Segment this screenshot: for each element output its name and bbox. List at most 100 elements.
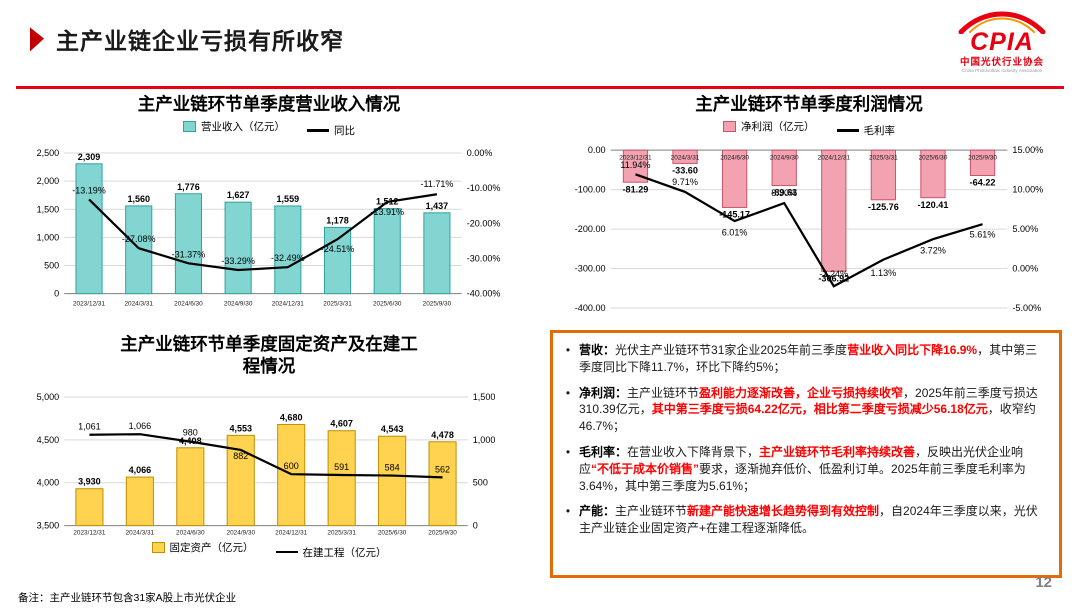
bullet-text: 营收：光伏主产业链环节31家企业2025年前三季度营业收入同比下降16.9%，其… xyxy=(579,342,1047,376)
line-label: 562 xyxy=(435,464,450,474)
legend-label: 固定资产（亿元） xyxy=(169,542,254,555)
bullet-marker: • xyxy=(565,343,571,357)
bullet-text: 产能：主产业链环节新建产能快速增长趋势得到有效控制，自2024年三季度以来，光伏… xyxy=(579,503,1047,537)
right-axis-tick: 10.00% xyxy=(1012,185,1043,195)
bar xyxy=(323,226,352,294)
bar xyxy=(224,201,252,294)
right-axis-tick: 0 xyxy=(473,520,478,530)
category-label: 2023/12/31 xyxy=(619,154,652,161)
category-label: 2024/6/30 xyxy=(720,154,749,161)
bar-label: -33.60 xyxy=(672,165,698,175)
bar-label: 1,560 xyxy=(127,194,150,204)
left-axis-tick: 3,500 xyxy=(37,520,60,530)
legend-item: 同比 xyxy=(307,123,355,138)
legend-item: 净利润（亿元） xyxy=(723,119,815,134)
left-axis-tick: -200.00 xyxy=(575,224,606,234)
bar xyxy=(174,193,202,294)
page-title: 主产业链企业亏损有所收窄 xyxy=(56,28,344,54)
category-label: 2024/6/30 xyxy=(176,529,205,536)
bar xyxy=(428,441,457,526)
category-label: 2024/9/30 xyxy=(770,154,799,161)
bar xyxy=(771,149,797,186)
bullet-text: 毛利率：在营业收入下降背景下，主产业链环节毛利率持续改善，反映出光伏企业响应“不… xyxy=(579,444,1047,494)
category-label: 2024/3/31 xyxy=(124,301,153,308)
line-label: -33.29% xyxy=(221,256,255,266)
category-label: 2025/9/30 xyxy=(428,529,457,536)
line-label: -27.08% xyxy=(122,234,156,244)
logo-arc-icon xyxy=(958,11,1046,34)
bar xyxy=(75,487,104,526)
category-label: 2025/3/31 xyxy=(869,154,898,161)
bar xyxy=(672,149,698,164)
category-label: 2024/3/31 xyxy=(126,529,155,536)
chart-legend: 营业收入（亿元） 同比 xyxy=(18,119,520,137)
category-label: 2025/9/30 xyxy=(968,154,997,161)
assets-chart-canvas: 5,000 4,500 4,000 3,500 1,500 1,000 500 0 2023/1… xyxy=(37,392,496,537)
line-series xyxy=(635,173,983,288)
line-label: -24.51% xyxy=(321,244,355,254)
bar-label: -125.76 xyxy=(868,202,899,212)
category-label: 2024/12/31 xyxy=(275,529,307,536)
left-axis-tick: 500 xyxy=(44,260,59,270)
text-run: 光伏主产业链环节31家企业2025年前三季度 xyxy=(615,343,848,357)
right-axis-tick: 5.00% xyxy=(1012,224,1038,234)
bullet-marker: • xyxy=(565,504,571,519)
chart-title: 主产业链环节单季度固定资产及在建工程情况 xyxy=(120,334,418,376)
bar-label: 4,553 xyxy=(229,423,252,433)
category-label: 2025/3/31 xyxy=(327,529,356,536)
bar-label: 1,437 xyxy=(426,201,449,211)
text-run: 主产业链环节毛利率持续改善 xyxy=(759,444,916,459)
bar-label: 2,309 xyxy=(78,152,101,162)
category-label: 2023/12/31 xyxy=(73,301,105,308)
bar-label: 1,559 xyxy=(277,194,300,204)
left-axis-tick: 0 xyxy=(54,289,59,299)
bar xyxy=(327,429,356,526)
category-label: 2024/3/31 xyxy=(671,154,700,161)
revenue-chart-canvas: 2,500 2,000 1,500 1,000 500 0 0.00% -10.00% -20.… xyxy=(37,148,501,308)
left-axis-tick: -400.00 xyxy=(575,303,606,312)
left-axis-tick: 4,000 xyxy=(37,477,60,487)
chart-title: 主产业链环节单季度营业收入情况 xyxy=(137,94,401,114)
legend-label: 净利润（亿元） xyxy=(741,120,815,133)
text-run: 其中第三季度亏损64.22亿元，相比第二季度亏损减少56.18亿元 xyxy=(651,402,988,417)
line-series xyxy=(88,193,438,272)
text-run: ，2025年前三季度亏损达310.39亿元， xyxy=(579,385,1038,417)
line-label: -31.37% xyxy=(172,249,206,259)
bar xyxy=(622,149,649,183)
right-axis-tick: 0.00% xyxy=(1012,263,1038,273)
bar-label: -306.92 xyxy=(818,273,849,283)
header-rule xyxy=(16,86,1064,89)
right-axis-tick: 15.00% xyxy=(1012,145,1043,155)
line-label: 8.30% xyxy=(771,188,797,198)
right-axis-tick: 0.00% xyxy=(467,148,493,158)
line-label: -13.91% xyxy=(370,207,404,217)
text-run: 毛利率： xyxy=(579,444,628,459)
bar-label: -120.41 xyxy=(918,200,949,210)
bullet-item: • 毛利率：在营业收入下降背景下，主产业链环节毛利率持续改善，反映出光伏企业响应“… xyxy=(563,444,1047,494)
legend-swatch-bar-icon xyxy=(151,542,165,554)
text-run: 盈利能力逐渐改善，企业亏损持续收窄 xyxy=(699,385,904,400)
text-run: “不低于成本价销售” xyxy=(591,461,700,476)
right-axis-tick: 1,500 xyxy=(473,392,496,402)
category-label: 2024/12/31 xyxy=(272,301,304,308)
line-label: 980 xyxy=(183,427,198,437)
bullet-marker: • xyxy=(565,385,571,400)
bar xyxy=(969,149,996,176)
bar xyxy=(373,207,401,294)
category-label: 2024/9/30 xyxy=(227,529,256,536)
bar xyxy=(274,205,302,294)
right-axis-tick: -10.00% xyxy=(467,183,501,193)
text-run: 在营业收入下降背景下， xyxy=(627,444,760,459)
line-label: -2.24% xyxy=(819,269,848,279)
category-label: 2024/9/30 xyxy=(224,301,253,308)
bar-label: 4,066 xyxy=(129,465,152,475)
left-axis-tick: 4,500 xyxy=(37,435,60,445)
revenue-chart: 主产业链环节单季度营业收入情况 营业收入（亿元） 同比 2,500 2,000 1,5… xyxy=(18,94,520,311)
bar xyxy=(125,205,153,294)
legend-swatch-bar-icon xyxy=(183,120,196,132)
text-run: 营收： xyxy=(579,343,616,357)
line-label: 9.71% xyxy=(672,177,698,187)
header: 主产业链企业亏损有所收窄 xyxy=(30,22,344,56)
legend-item: 在建工程（亿元） xyxy=(275,545,387,560)
logo-name: CPIA xyxy=(970,28,1034,56)
